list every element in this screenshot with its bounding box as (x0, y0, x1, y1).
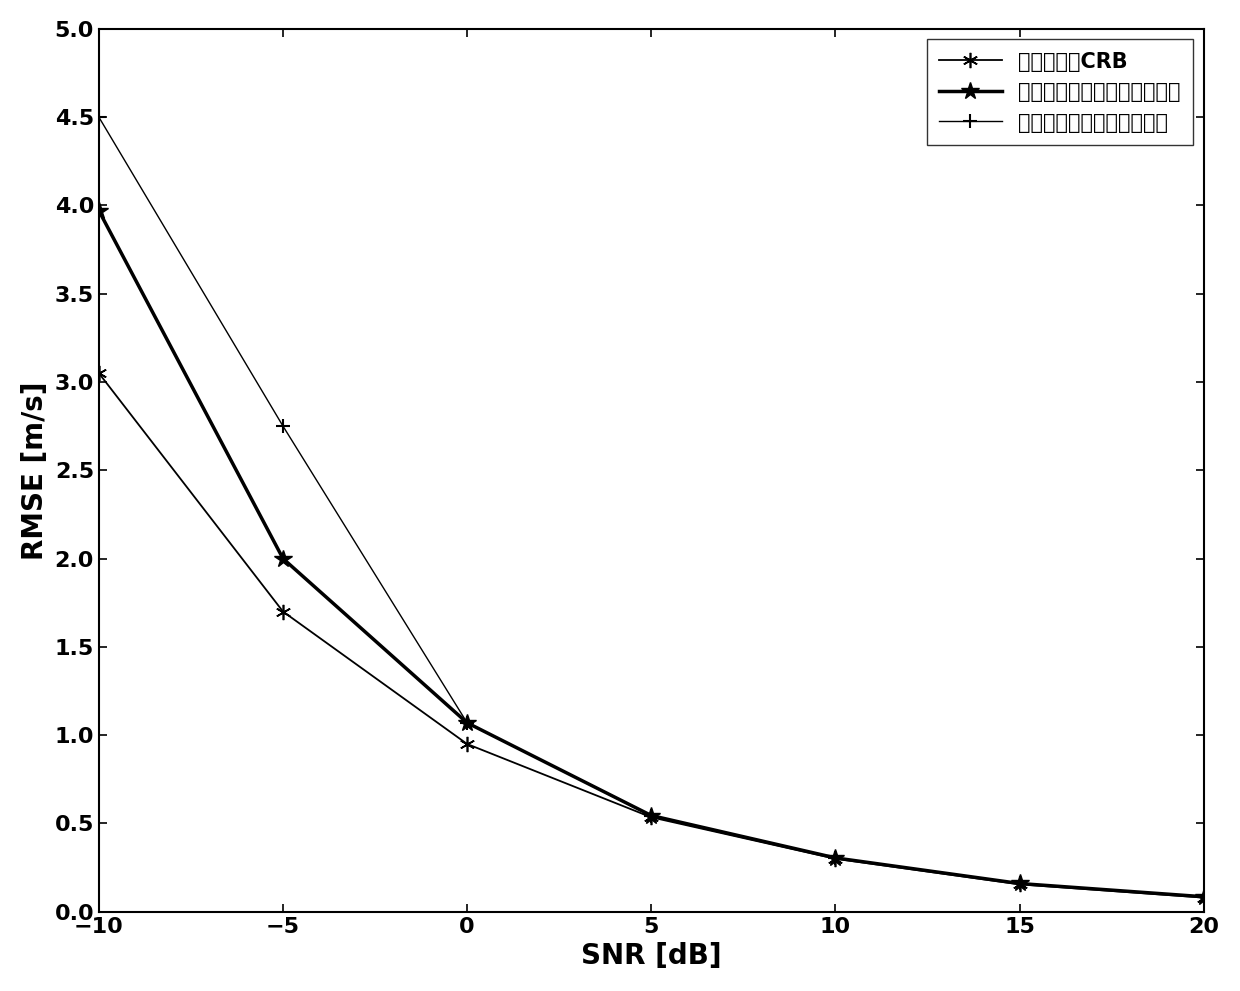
目标速度的CRB (1012, 878, 1027, 890)
Line: 目标速度的CRB: 目标速度的CRB (92, 366, 1211, 905)
基于拟牛顿的直接定位方法 (275, 420, 290, 432)
基于网格搜索的直接定位方法 (1197, 891, 1211, 903)
Y-axis label: RMSE [m/s]: RMSE [m/s] (21, 382, 48, 560)
基于拟牛顿的直接定位方法 (828, 852, 843, 864)
基于网格搜索的直接定位方法 (460, 716, 475, 728)
Line: 基于拟牛顿的直接定位方法: 基于拟牛顿的直接定位方法 (92, 110, 1210, 904)
目标速度的CRB (275, 606, 290, 617)
基于网格搜索的直接定位方法 (92, 205, 107, 217)
基于拟牛顿的直接定位方法 (1197, 891, 1211, 903)
基于网格搜索的直接定位方法 (828, 852, 843, 864)
基于网格搜索的直接定位方法 (275, 553, 290, 565)
X-axis label: SNR [dB]: SNR [dB] (582, 942, 722, 970)
基于拟牛顿的直接定位方法 (92, 111, 107, 123)
基于网格搜索的直接定位方法 (644, 810, 658, 822)
Line: 基于网格搜索的直接定位方法: 基于网格搜索的直接定位方法 (89, 202, 1213, 906)
基于拟牛顿的直接定位方法 (460, 716, 475, 728)
目标速度的CRB (1197, 892, 1211, 904)
Legend: 目标速度的CRB, 基于网格搜索的直接定位方法, 基于拟牛顿的直接定位方法: 目标速度的CRB, 基于网格搜索的直接定位方法, 基于拟牛顿的直接定位方法 (926, 40, 1193, 145)
目标速度的CRB (460, 738, 475, 750)
目标速度的CRB (828, 853, 843, 865)
基于拟牛顿的直接定位方法 (644, 810, 658, 822)
目标速度的CRB (644, 812, 658, 824)
基于网格搜索的直接定位方法 (1012, 878, 1027, 890)
基于拟牛顿的直接定位方法 (1012, 878, 1027, 890)
目标速度的CRB (92, 368, 107, 380)
